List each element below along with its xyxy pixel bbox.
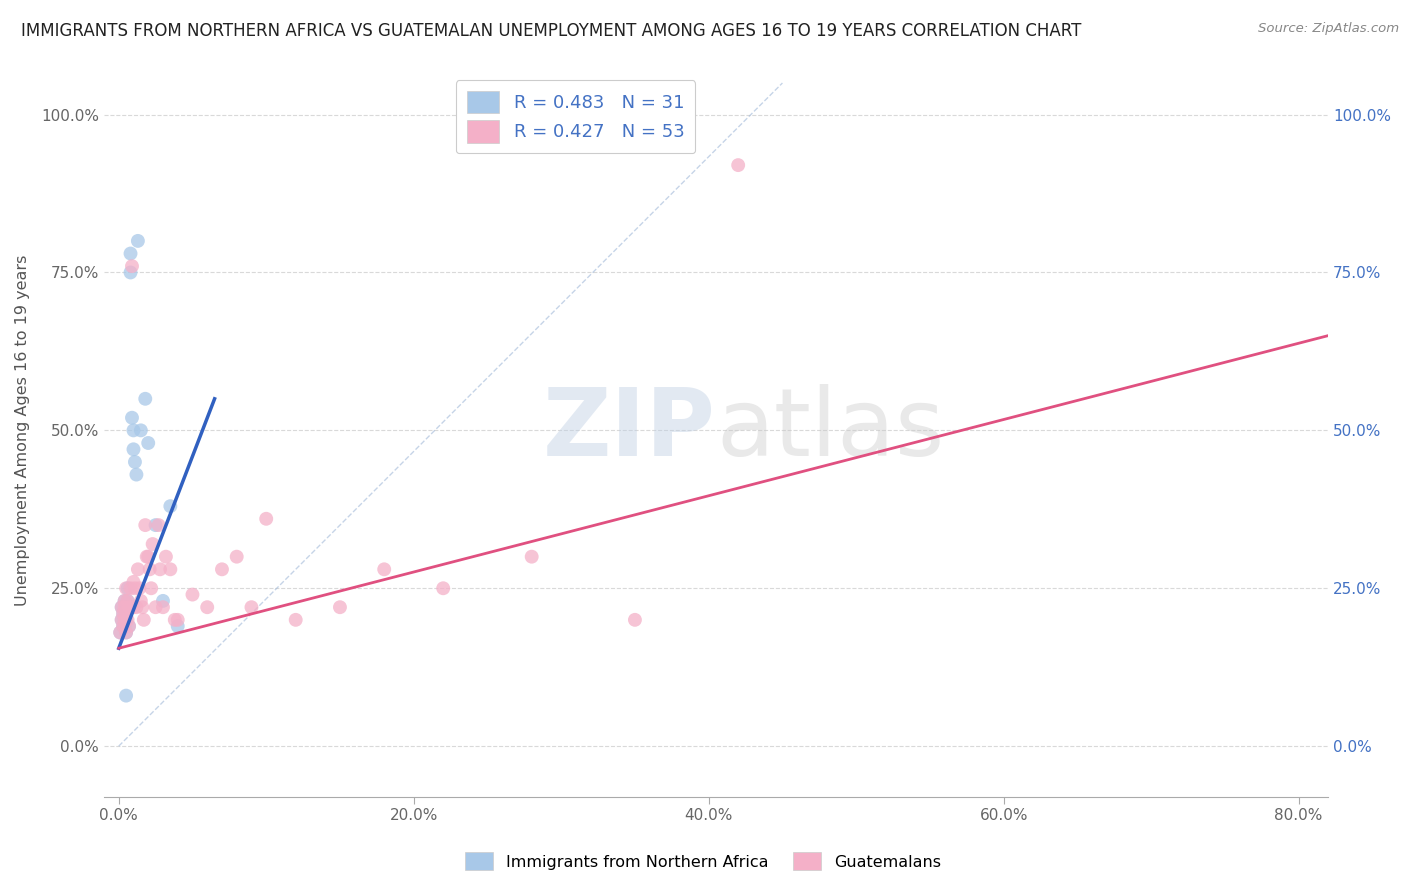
Point — [195, 600, 218, 615]
Point — [128, 581, 150, 595]
Point — [122, 423, 145, 437]
Point — [114, 613, 136, 627]
Point — [141, 581, 163, 595]
Point — [624, 613, 647, 627]
Point — [129, 423, 152, 437]
Point — [129, 594, 152, 608]
Point — [121, 410, 143, 425]
Point — [118, 619, 141, 633]
Point — [122, 574, 145, 589]
Point — [111, 600, 134, 615]
Point — [114, 594, 136, 608]
Point — [166, 613, 188, 627]
Point — [122, 442, 145, 457]
Point — [117, 581, 139, 595]
Point — [118, 600, 141, 615]
Point — [121, 259, 143, 273]
Point — [115, 613, 138, 627]
Point — [112, 619, 135, 633]
Point — [163, 613, 186, 627]
Point — [115, 600, 138, 615]
Point — [117, 613, 139, 627]
Point — [134, 392, 156, 406]
Point — [114, 600, 136, 615]
Point — [125, 600, 148, 615]
Point — [136, 549, 159, 564]
Point — [112, 607, 135, 621]
Text: IMMIGRANTS FROM NORTHERN AFRICA VS GUATEMALAN UNEMPLOYMENT AMONG AGES 16 TO 19 Y: IMMIGRANTS FROM NORTHERN AFRICA VS GUATE… — [21, 22, 1081, 40]
Point — [159, 562, 181, 576]
Point — [111, 600, 134, 615]
Point — [159, 499, 181, 513]
Point — [152, 594, 174, 608]
Point — [127, 234, 149, 248]
Text: atlas: atlas — [716, 384, 945, 476]
Legend: R = 0.483   N = 31, R = 0.427   N = 53: R = 0.483 N = 31, R = 0.427 N = 53 — [456, 80, 695, 153]
Point — [117, 594, 139, 608]
Point — [142, 537, 165, 551]
Point — [136, 436, 159, 450]
Point — [166, 619, 188, 633]
Point — [225, 549, 247, 564]
Point — [155, 549, 177, 564]
Point — [131, 600, 153, 615]
Point — [125, 467, 148, 482]
Point — [240, 600, 263, 615]
Point — [145, 518, 167, 533]
Point — [114, 613, 136, 627]
Point — [120, 600, 142, 615]
Point — [118, 619, 141, 633]
Point — [115, 689, 138, 703]
Point — [115, 581, 138, 595]
Point — [148, 518, 170, 533]
Point — [329, 600, 352, 615]
Point — [149, 562, 172, 576]
Point — [115, 625, 138, 640]
Point — [120, 265, 142, 279]
Point — [120, 581, 142, 595]
Point — [145, 600, 167, 615]
Point — [115, 625, 138, 640]
Point — [132, 613, 155, 627]
Point — [181, 588, 204, 602]
Point — [114, 594, 136, 608]
Point — [117, 594, 139, 608]
Point — [124, 455, 146, 469]
Text: Source: ZipAtlas.com: Source: ZipAtlas.com — [1258, 22, 1399, 36]
Point — [138, 562, 160, 576]
Point — [108, 625, 131, 640]
Point — [432, 581, 454, 595]
Point — [111, 613, 134, 627]
Point — [520, 549, 543, 564]
Point — [373, 562, 395, 576]
Point — [254, 512, 277, 526]
Point — [211, 562, 233, 576]
Point — [111, 613, 134, 627]
Point — [284, 613, 307, 627]
Point — [124, 581, 146, 595]
Point — [122, 600, 145, 615]
Legend: Immigrants from Northern Africa, Guatemalans: Immigrants from Northern Africa, Guatema… — [458, 846, 948, 877]
Point — [112, 607, 135, 621]
Y-axis label: Unemployment Among Ages 16 to 19 years: Unemployment Among Ages 16 to 19 years — [15, 255, 30, 606]
Point — [112, 619, 135, 633]
Point — [127, 562, 149, 576]
Point — [727, 158, 749, 172]
Point — [114, 619, 136, 633]
Point — [135, 549, 157, 564]
Point — [152, 600, 174, 615]
Point — [108, 625, 131, 640]
Point — [134, 518, 156, 533]
Point — [118, 600, 141, 615]
Point — [120, 246, 142, 260]
Text: ZIP: ZIP — [543, 384, 716, 476]
